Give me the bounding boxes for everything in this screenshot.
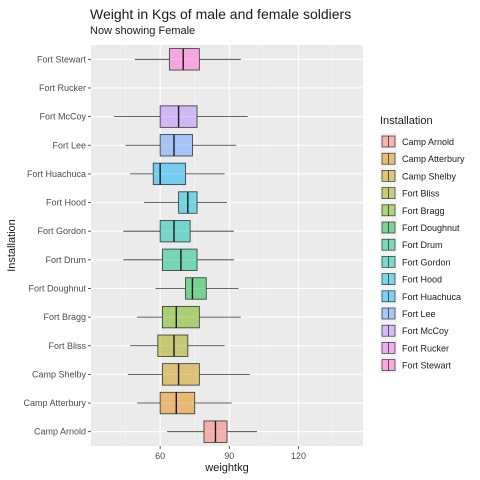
legend-label: Fort Lee <box>402 309 436 319</box>
legend-label: Fort Rucker <box>402 343 449 353</box>
legend-label: Fort McCoy <box>402 326 449 336</box>
y-tick-label: Fort Stewart <box>37 54 87 64</box>
box-fort-bliss <box>130 334 225 357</box>
box-fort-hood <box>144 191 227 214</box>
legend-title: Installation <box>380 115 433 127</box>
box-fort-stewart <box>134 48 241 71</box>
legend-item: Fort Lee <box>380 305 436 322</box>
box-iqr <box>157 334 189 357</box>
legend-label: Fort Huachuca <box>402 292 461 302</box>
legend-item: Fort Hood <box>380 270 442 288</box>
legend-item: Fort Bragg <box>380 201 445 219</box>
box-fort-lee <box>125 134 237 157</box>
y-tick-label: Fort Doughnut <box>28 283 86 293</box>
legend-label: Fort Doughnut <box>402 223 460 233</box>
legend-label: Camp Shelby <box>402 171 457 181</box>
box-iqr <box>152 162 186 186</box>
y-tick-label: Fort McCoy <box>39 112 86 122</box>
chart-subtitle: Now showing Female <box>90 25 196 37</box>
box-iqr <box>159 391 196 415</box>
legend-item: Fort Huachuca <box>380 287 461 305</box>
y-tick-label: Fort Hood <box>46 198 86 208</box>
legend-label: Camp Atterbury <box>402 154 465 164</box>
y-tick-label: Fort Huachuca <box>27 169 86 179</box>
box-camp-shelby <box>127 363 251 386</box>
x-tick-label: 120 <box>291 451 306 461</box>
box-iqr <box>162 363 200 386</box>
box-fort-gordon <box>123 220 234 243</box>
legend-item: Fort McCoy <box>380 322 449 340</box>
x-tick-label: 60 <box>155 451 165 461</box>
box-fort-doughnut <box>155 277 239 300</box>
box-iqr <box>168 48 200 71</box>
box-fort-drum <box>123 248 234 271</box>
box-iqr <box>162 305 200 329</box>
box-iqr <box>159 134 193 157</box>
legend-item: Fort Gordon <box>380 253 451 271</box>
y-tick-label: Camp Atterbury <box>23 398 86 408</box>
legend-item: Fort Doughnut <box>380 219 460 236</box>
legend-label: Fort Stewart <box>402 361 452 371</box>
legend-label: Fort Drum <box>402 240 443 250</box>
y-tick-label: Fort Drum <box>46 255 87 265</box>
box-camp-arnold <box>167 420 257 443</box>
y-tick-label: Camp Arnold <box>34 427 86 437</box>
legend-label: Fort Hood <box>402 275 442 285</box>
legend-label: Fort Bliss <box>402 189 440 199</box>
legend-item: Fort Rucker <box>380 339 449 357</box>
legend-item: Camp Arnold <box>380 133 454 150</box>
chart-title: Weight in Kgs of male and female soldier… <box>90 6 352 22</box>
box-fort-mccoy <box>114 105 248 128</box>
x-axis-title: weightkg <box>204 462 248 474</box>
plot-panel <box>91 45 363 446</box>
y-tick-label: Fort Bragg <box>43 312 86 322</box>
y-tick-label: Fort Bliss <box>48 341 86 351</box>
legend-label: Fort Bragg <box>402 206 445 216</box>
y-axis-title: Installation <box>6 219 18 272</box>
box-iqr <box>162 248 198 271</box>
legend-label: Fort Gordon <box>402 257 451 267</box>
y-tick-label: Fort Rucker <box>39 83 86 93</box>
x-tick-label: 90 <box>224 451 234 461</box>
legend-item: Fort Stewart <box>380 356 452 374</box>
box-iqr <box>185 277 207 300</box>
legend-item: Fort Bliss <box>380 184 440 202</box>
y-tick-label: Fort Lee <box>52 140 86 150</box>
box-camp-atterbury <box>137 391 232 415</box>
y-tick-label: Fort Gordon <box>37 226 86 236</box>
legend-label: Camp Arnold <box>402 137 454 147</box>
y-tick-label: Camp Shelby <box>32 369 87 379</box>
box-fort-bragg <box>137 305 241 329</box>
legend-item: Fort Drum <box>380 236 443 254</box>
legend-item: Camp Atterbury <box>380 150 465 168</box>
box-fort-huachuca <box>130 162 225 186</box>
box-iqr <box>159 220 191 243</box>
legend-item: Camp Shelby <box>380 167 457 185</box>
